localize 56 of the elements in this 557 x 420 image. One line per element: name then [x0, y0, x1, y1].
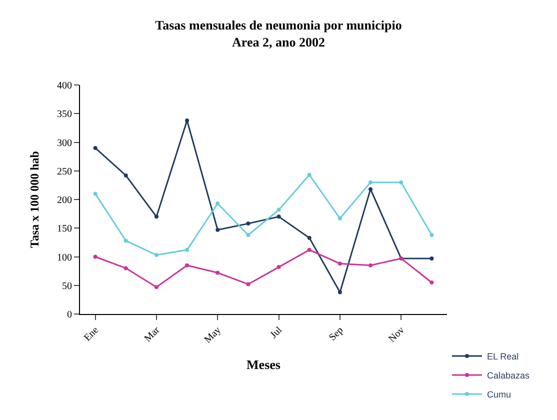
point	[154, 285, 158, 290]
y-tick-label: 200	[57, 195, 72, 206]
point	[276, 208, 281, 212]
point	[246, 222, 250, 226]
y-tick-label: 300	[57, 138, 72, 149]
point	[399, 180, 404, 184]
point	[368, 180, 373, 184]
y-tick-label: 100	[57, 252, 72, 264]
point	[185, 118, 190, 122]
point	[185, 263, 190, 268]
point	[93, 146, 98, 150]
y-tick-label: 0	[67, 310, 72, 320]
legend-label: Cumu	[487, 389, 512, 400]
point	[93, 254, 98, 259]
x-tick-label: Sep	[327, 324, 346, 344]
y-tick-label: 400	[57, 80, 72, 92]
point	[368, 187, 373, 192]
point	[430, 233, 434, 237]
point	[154, 214, 158, 219]
point	[307, 172, 312, 177]
y-tick-label: 150	[57, 224, 72, 235]
y-tick-label: 50	[62, 280, 72, 292]
point	[124, 238, 128, 243]
legend-label: EL Real	[487, 351, 519, 362]
y-tick-label: 250	[57, 166, 72, 178]
point	[93, 192, 98, 196]
point	[124, 173, 128, 178]
point	[338, 262, 342, 266]
point	[246, 282, 250, 286]
point	[124, 266, 128, 270]
point	[307, 248, 312, 252]
y-axis-title: Tasa x 100 000 hab	[27, 150, 42, 248]
point	[276, 265, 281, 270]
point	[307, 236, 312, 240]
point	[216, 202, 220, 206]
point	[246, 233, 250, 237]
x-tick-label: Ene	[82, 324, 102, 344]
x-tick-label: May	[202, 324, 224, 346]
point	[216, 228, 220, 232]
point	[216, 270, 220, 275]
y-tick-label: 350	[57, 109, 72, 120]
point	[338, 290, 342, 294]
legend-label: Calabazas	[487, 370, 530, 380]
x-tick-label: Jul	[268, 324, 285, 341]
x-axis-title: Meses	[246, 357, 280, 372]
point	[154, 253, 158, 258]
chart-title: Tasas mensuales de neumonia por municipio	[155, 17, 402, 32]
point	[430, 256, 434, 260]
chart-subtitle: Area 2, ano 2002	[232, 34, 325, 50]
point	[430, 280, 434, 285]
point	[338, 216, 342, 220]
x-tick-label: Mar	[142, 324, 163, 344]
x-tick-label: Nov	[386, 324, 407, 345]
point	[276, 214, 281, 219]
point	[185, 248, 190, 252]
point	[368, 263, 373, 268]
